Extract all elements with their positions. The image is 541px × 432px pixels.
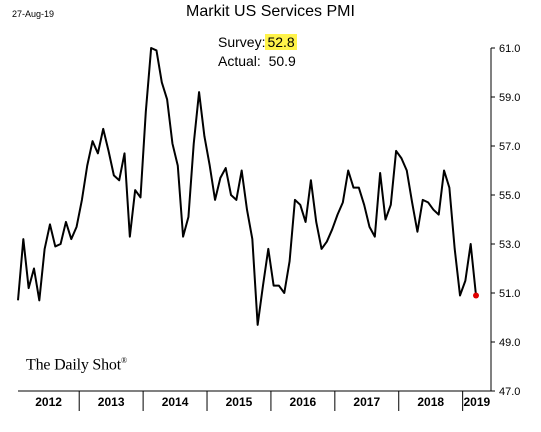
y-tick-label: 61.0 (499, 43, 520, 55)
survey-line: Survey: 52.8 (218, 33, 297, 52)
survey-value: 52.8 (265, 34, 297, 50)
last-point-marker (473, 292, 479, 299)
x-tick-label: 2016 (290, 395, 317, 409)
y-tick-label: 57.0 (499, 141, 520, 153)
brand-logo: The Daily Shot® (26, 356, 127, 374)
actual-line: Actual: 50.9 (218, 52, 297, 71)
actual-label: Actual: (218, 53, 261, 69)
x-tick-label: 2018 (417, 395, 444, 409)
survey-label: Survey: (218, 34, 266, 50)
y-tick-label: 47.0 (499, 386, 520, 398)
x-tick-label: 2015 (226, 395, 253, 409)
x-tick-label: 2019 (463, 395, 490, 409)
x-tick-label: 2013 (98, 395, 125, 409)
x-tick-label: 2017 (353, 395, 380, 409)
series-line (17, 47, 477, 326)
y-tick-label: 51.0 (499, 288, 520, 300)
actual-value: 50.9 (268, 53, 296, 69)
y-tick-label: 55.0 (499, 190, 520, 202)
survey-annotation: Survey: 52.8 Actual: 50.9 (218, 33, 297, 71)
brand-text: The Daily Shot (26, 356, 121, 374)
chart-title: Markit US Services PMI (186, 3, 355, 20)
chart-date: 27-Aug-19 (12, 9, 55, 19)
y-tick-label: 49.0 (499, 337, 520, 349)
x-axis-ticks: 2012 2013 2014 2015 2016 2017 2018 2019 (35, 391, 490, 411)
y-tick-label: 59.0 (499, 92, 520, 104)
x-tick-label: 2012 (35, 395, 62, 409)
brand-mark: ® (120, 356, 127, 365)
y-tick-label: 53.0 (499, 239, 520, 251)
x-tick-label: 2014 (162, 395, 189, 409)
y-axis-ticks: 61.0 59.0 57.0 55.0 53.0 51.0 49.0 47.0 (491, 43, 520, 398)
